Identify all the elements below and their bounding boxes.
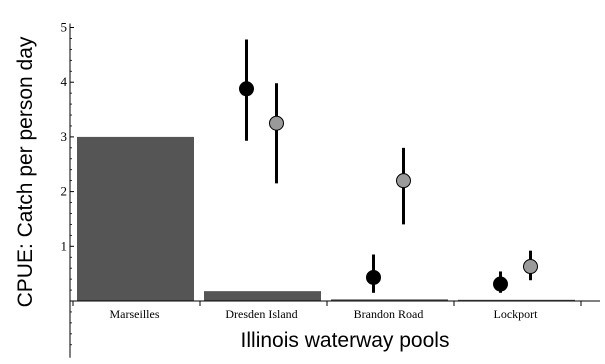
- point-s0-1: [239, 81, 254, 97]
- point-s0-2: [366, 269, 381, 285]
- category-label-2: Brandon Road: [354, 307, 424, 321]
- point-s0-3: [493, 276, 508, 292]
- y-axis-title: CPUE: Catch per person day: [14, 36, 37, 307]
- y-tick-label-1: 2: [61, 184, 68, 199]
- y-tick-label-0: 1: [61, 238, 68, 253]
- bar-2: [331, 299, 448, 301]
- bar-1: [204, 291, 321, 301]
- bar-3: [458, 299, 575, 301]
- plot-area: 1 2 3 4 5 Marseilles Dresden Island Brandon Roa…: [61, 20, 600, 358]
- x-axis-title: Illinois waterway pools: [241, 329, 450, 352]
- y-tick-label-4: 5: [61, 20, 68, 35]
- bar-0: [77, 136, 194, 301]
- category-label-1: Dresden Island: [225, 307, 297, 321]
- point-s1-1: [269, 115, 284, 131]
- point-s1-2: [396, 173, 411, 189]
- category-label-0: Marseilles: [110, 307, 160, 321]
- point-s1-3: [523, 259, 538, 275]
- category-label-3: Lockport: [494, 307, 539, 321]
- y-tick-label-2: 3: [61, 129, 68, 144]
- y-tick-label-3: 4: [61, 74, 68, 89]
